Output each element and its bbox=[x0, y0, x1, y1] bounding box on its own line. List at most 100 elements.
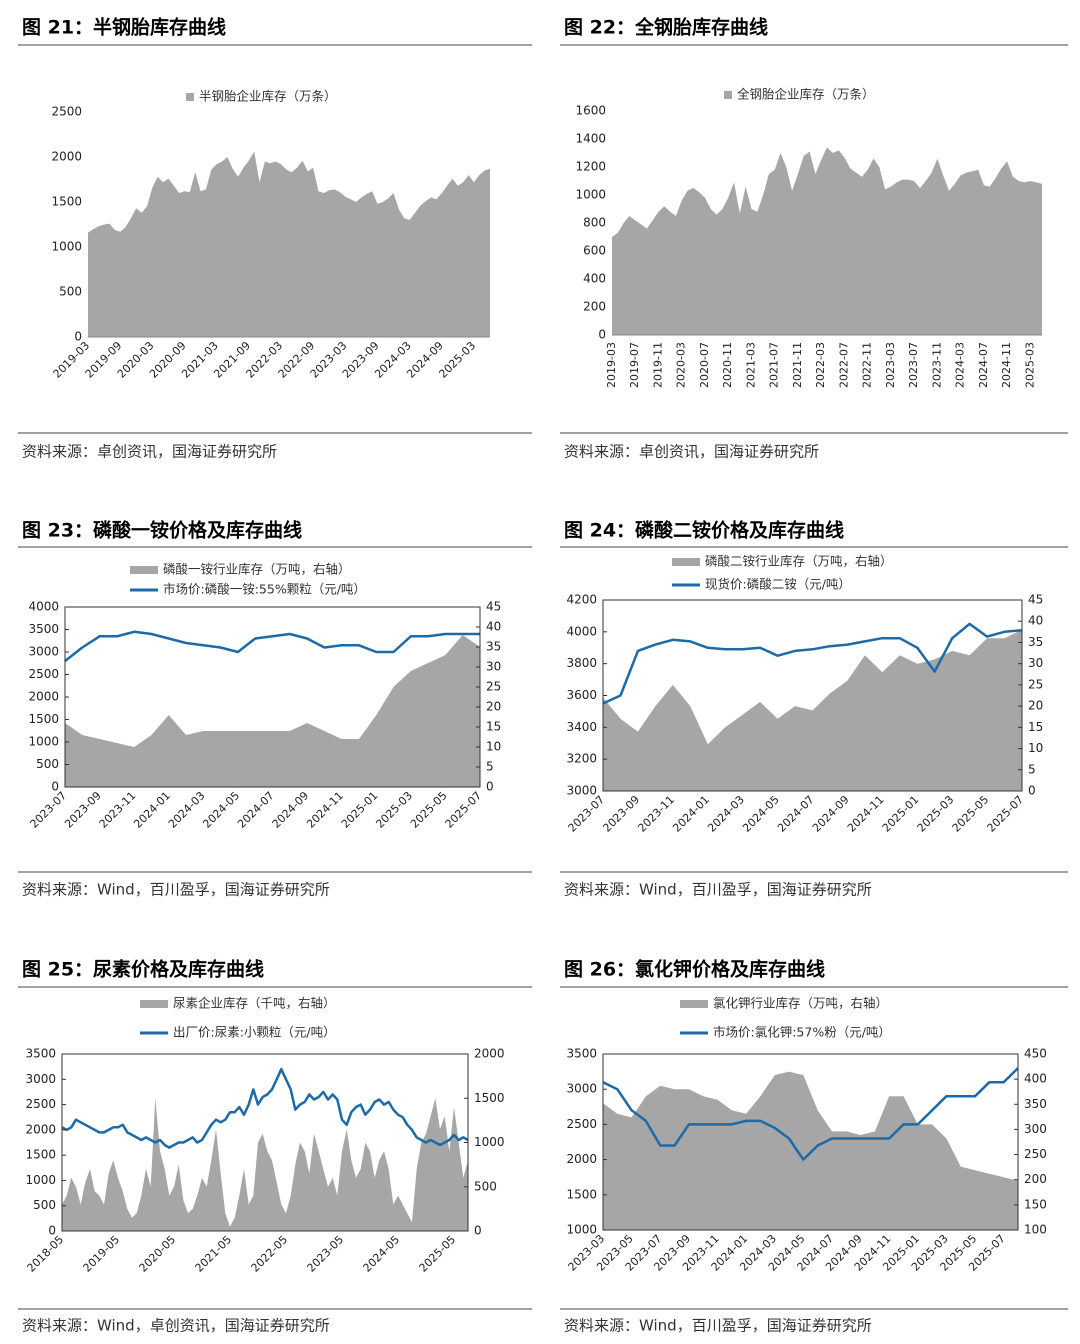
y-tick-label: 1600 bbox=[575, 104, 606, 118]
y2-tick-label: 100 bbox=[1024, 1223, 1047, 1237]
x-tick-label: 2025-05 bbox=[950, 793, 992, 835]
y-tick-label: 3400 bbox=[566, 720, 597, 734]
source-note: 资料来源：Wind，百川盈孚，国海证券研究所 bbox=[564, 881, 872, 899]
x-tick-label: 2022-05 bbox=[249, 1233, 291, 1275]
y2-tick-label: 1000 bbox=[474, 1135, 505, 1149]
y2-tick-label: 40 bbox=[1028, 614, 1043, 628]
x-tick-label: 2019-05 bbox=[81, 1233, 123, 1275]
y2-tick-label: 200 bbox=[1024, 1172, 1047, 1186]
y-tick-label: 500 bbox=[33, 1198, 56, 1212]
price-line bbox=[602, 1067, 1019, 1161]
x-tick-label: 2025-05 bbox=[417, 1233, 459, 1275]
y-tick-label: 500 bbox=[59, 285, 82, 299]
y2-tick-label: 1500 bbox=[474, 1091, 505, 1105]
price-line bbox=[61, 1067, 469, 1149]
y-tick-label: 500 bbox=[36, 757, 59, 771]
y-tick-label: 3000 bbox=[566, 1082, 597, 1096]
x-tick-label: 2024-11 bbox=[1000, 342, 1013, 388]
x-tick-label: 2024-09 bbox=[810, 793, 852, 835]
y-tick-label: 3000 bbox=[25, 1072, 56, 1086]
area bbox=[88, 151, 490, 337]
y2-tick-label: 5 bbox=[486, 760, 494, 774]
chart-title: 图 25：尿素价格及库存曲线 bbox=[22, 958, 264, 981]
x-tick-label: 2022-03 bbox=[814, 342, 827, 388]
x-tick-label: 2024-05 bbox=[740, 793, 782, 835]
x-tick-label: 2025-03 bbox=[1023, 342, 1036, 388]
y2-tick-label: 2000 bbox=[474, 1047, 505, 1061]
legend-swatch bbox=[140, 1000, 168, 1008]
x-tick-label: 2023-11 bbox=[930, 342, 943, 388]
y-tick-label: 2000 bbox=[566, 1152, 597, 1166]
x-tick-label: 2024-03 bbox=[705, 793, 747, 835]
y2-tick-label: 25 bbox=[1028, 677, 1043, 691]
y2-tick-label: 40 bbox=[486, 620, 501, 634]
y-tick-label: 3800 bbox=[566, 656, 597, 670]
x-tick-label: 2024-01 bbox=[131, 789, 173, 831]
y2-tick-label: 0 bbox=[1028, 784, 1036, 798]
y-tick-label: 4000 bbox=[28, 600, 59, 614]
y2-tick-label: 25 bbox=[486, 680, 501, 694]
y-tick-label: 2000 bbox=[28, 690, 59, 704]
y2-tick-label: 400 bbox=[1024, 1072, 1047, 1086]
chart-title: 图 21：半钢胎库存曲线 bbox=[22, 16, 226, 39]
y-tick-label: 3000 bbox=[566, 784, 597, 798]
x-tick-label: 2024-07 bbox=[775, 793, 817, 835]
y2-tick-label: 5 bbox=[1028, 762, 1036, 776]
y2-tick-label: 35 bbox=[486, 640, 501, 654]
chart-title: 图 24：磷酸二铵价格及库存曲线 bbox=[564, 519, 844, 542]
x-tick-label: 2022-07 bbox=[837, 342, 850, 388]
y-tick-label: 3600 bbox=[566, 688, 597, 702]
area bbox=[603, 629, 1022, 791]
y2-tick-label: 20 bbox=[486, 700, 501, 714]
y-tick-label: 3500 bbox=[566, 1047, 597, 1061]
y-tick-label: 3000 bbox=[28, 645, 59, 659]
y2-tick-label: 15 bbox=[486, 720, 501, 734]
area bbox=[65, 635, 480, 787]
chart-title: 图 26：氯化钾价格及库存曲线 bbox=[564, 958, 825, 981]
area bbox=[603, 1071, 1018, 1230]
x-tick-label: 2024-11 bbox=[845, 793, 887, 835]
y-tick-label: 0 bbox=[51, 780, 59, 794]
area bbox=[612, 147, 1042, 335]
y-tick-label: 1000 bbox=[566, 1223, 597, 1237]
x-tick-label: 2024-03 bbox=[954, 342, 967, 388]
x-tick-label: 2025-01 bbox=[880, 793, 922, 835]
y-tick-label: 1500 bbox=[25, 1148, 56, 1162]
x-tick-label: 2023-09 bbox=[600, 793, 642, 835]
y-tick-label: 800 bbox=[583, 216, 606, 230]
price-line bbox=[602, 622, 1023, 705]
x-tick-label: 2018-05 bbox=[25, 1233, 67, 1275]
y2-tick-label: 10 bbox=[486, 740, 501, 754]
y2-tick-label: 450 bbox=[1024, 1047, 1047, 1061]
x-tick-label: 2023-07 bbox=[566, 793, 608, 835]
y2-tick-label: 250 bbox=[1024, 1147, 1047, 1161]
plot-frame bbox=[602, 1053, 1019, 1231]
legend-swatch bbox=[724, 91, 732, 99]
y-tick-label: 2000 bbox=[25, 1122, 56, 1136]
y2-tick-label: 45 bbox=[1028, 593, 1043, 607]
y-tick-label: 1000 bbox=[575, 188, 606, 202]
legend-label: 磷酸二铵行业库存（万吨，右轴） bbox=[705, 554, 893, 569]
x-tick-label: 2023-07 bbox=[907, 342, 920, 388]
y-tick-label: 3500 bbox=[25, 1047, 56, 1061]
y-tick-label: 4000 bbox=[566, 624, 597, 638]
x-tick-label: 2020-03 bbox=[675, 342, 688, 388]
area bbox=[62, 1098, 468, 1231]
x-tick-label: 2024-05 bbox=[200, 789, 242, 831]
x-tick-label: 2024-07 bbox=[977, 342, 990, 388]
chart-title: 图 22：全钢胎库存曲线 bbox=[564, 16, 768, 39]
x-tick-label: 2021-03 bbox=[744, 342, 757, 388]
y-tick-label: 2500 bbox=[566, 1117, 597, 1131]
y2-tick-label: 30 bbox=[486, 660, 501, 674]
y2-tick-label: 0 bbox=[474, 1224, 482, 1238]
x-tick-label: 2025-07 bbox=[985, 793, 1027, 835]
y2-tick-label: 300 bbox=[1024, 1122, 1047, 1136]
source-note: 资料来源：Wind，百川盈孚，国海证券研究所 bbox=[564, 1317, 872, 1335]
y-tick-label: 1200 bbox=[575, 160, 606, 174]
source-note: 资料来源：卓创资讯，国海证券研究所 bbox=[564, 443, 819, 461]
y-tick-label: 1500 bbox=[28, 712, 59, 726]
chart-title: 图 23：磷酸一铵价格及库存曲线 bbox=[22, 519, 302, 542]
y-tick-label: 400 bbox=[583, 272, 606, 286]
x-tick-label: 2022-11 bbox=[861, 342, 874, 388]
x-tick-label: 2025-03 bbox=[373, 789, 415, 831]
